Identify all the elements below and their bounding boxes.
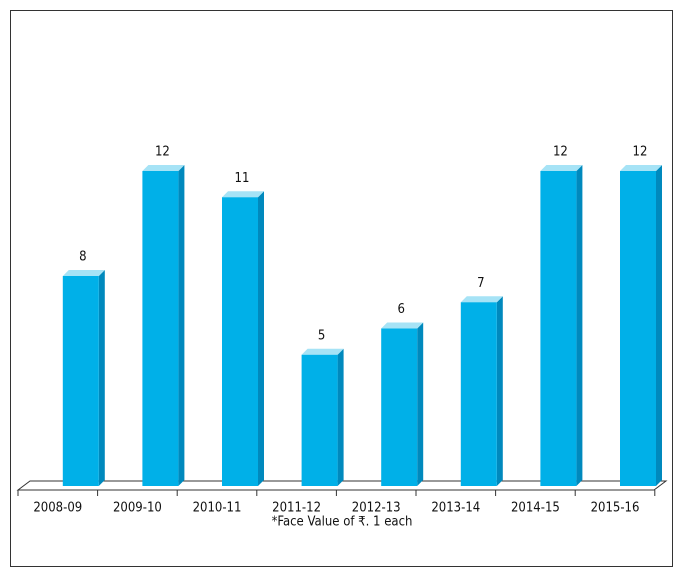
bar-side [98,270,105,486]
bar-side [496,296,503,486]
bar-top [222,191,264,198]
bar [460,302,497,486]
data-label: 12 [553,145,568,160]
bar [62,276,99,486]
bar-side [178,165,185,486]
bar-top [540,165,583,171]
footnote: *Face Value of ₹. 1 each [272,515,413,530]
bar [540,171,577,486]
bar-side [656,165,662,486]
x-tick-label: 2012-13 [352,501,401,516]
bar [301,354,338,486]
x-tick-label: 2008-09 [33,501,82,516]
data-label: 6 [397,302,404,317]
x-tick-label: 2013-14 [431,501,480,516]
bar-top [301,348,344,355]
bar-top [460,296,503,303]
bar [222,197,258,486]
data-label: 7 [477,276,484,291]
data-label: 12 [155,145,170,160]
x-tick-label: 2010-11 [193,501,242,516]
bar-top [620,165,662,171]
bar [142,171,179,486]
data-label: 11 [235,171,250,186]
bar-side [258,191,264,486]
bar [620,171,656,486]
bar-side [337,348,344,486]
x-tick-label: 2011-12 [272,501,321,516]
x-tick-label: 2015-16 [591,501,640,516]
x-tick-label: 2009-10 [113,501,162,516]
data-label: 12 [633,145,648,160]
bar-side [417,322,424,486]
bar-top [142,165,185,171]
bar [381,328,418,486]
data-label: 8 [79,250,86,265]
x-tick-label: 2014-15 [511,501,560,516]
bar-top [62,270,105,276]
bar-side [576,165,583,486]
bar-top [381,322,424,329]
data-label: 5 [318,328,325,343]
